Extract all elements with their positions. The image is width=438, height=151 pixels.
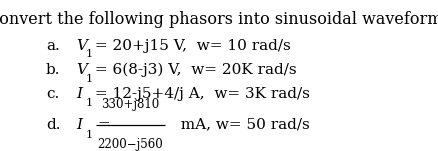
Text: 1: 1 <box>85 130 92 140</box>
Text: = 12-j5+4/j A,  w= 3K rad/s: = 12-j5+4/j A, w= 3K rad/s <box>90 87 310 101</box>
Text: = 6(8-j3) V,  w= 20K rad/s: = 6(8-j3) V, w= 20K rad/s <box>90 63 297 77</box>
Text: 1: 1 <box>85 49 92 59</box>
Text: I: I <box>77 87 83 101</box>
Text: b.: b. <box>46 63 60 77</box>
Text: V: V <box>77 63 88 77</box>
Text: Convert the following phasors into sinusoidal waveforms: Convert the following phasors into sinus… <box>0 11 438 28</box>
Text: c.: c. <box>46 87 59 101</box>
Text: V: V <box>77 39 88 53</box>
Text: I: I <box>77 118 83 132</box>
Text: 1: 1 <box>85 74 92 84</box>
Text: 2200−j560: 2200−j560 <box>98 138 163 151</box>
Text: 330+j810: 330+j810 <box>102 98 159 111</box>
Text: = 20+j15 V,  w= 10 rad/s: = 20+j15 V, w= 10 rad/s <box>90 39 290 53</box>
Text: mA, w= 50 rad/s: mA, w= 50 rad/s <box>171 118 310 132</box>
Text: =: = <box>93 118 111 132</box>
Text: 1: 1 <box>85 98 92 108</box>
Text: d.: d. <box>46 118 60 132</box>
Text: a.: a. <box>46 39 60 53</box>
